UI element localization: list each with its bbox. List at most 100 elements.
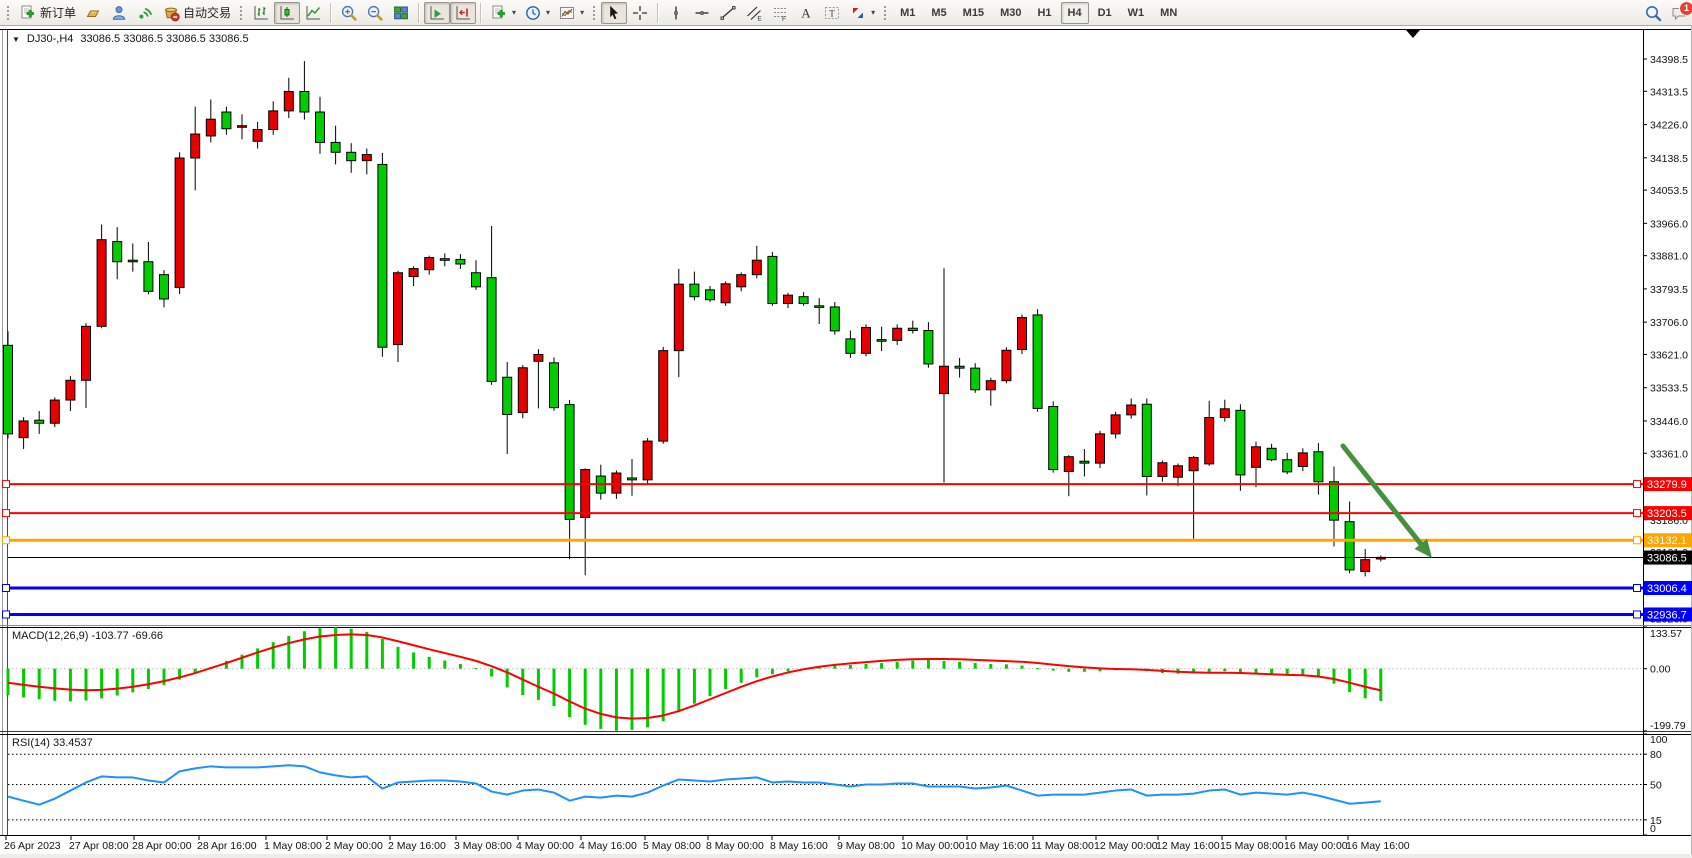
text-button[interactable]: A [793, 2, 819, 24]
line-handle[interactable] [1633, 610, 1641, 619]
line-handle[interactable] [2, 509, 10, 518]
timeframe-w1-button[interactable]: W1 [1127, 6, 1145, 19]
trendline-button[interactable] [715, 2, 741, 24]
candle-chart-button[interactable] [274, 1, 301, 24]
toolbar-grip[interactable] [883, 3, 889, 22]
timeframe-m30-button[interactable]: M30 [1000, 6, 1022, 19]
macd-bar [396, 646, 400, 669]
candle [174, 152, 185, 295]
arrows-button[interactable]: ▾ [845, 2, 879, 24]
hline-33203.5[interactable]: 33203.5 [2, 506, 1692, 521]
equidistant-channel-button[interactable]: E [741, 2, 767, 24]
timeframe-m1-button[interactable]: M1 [900, 6, 916, 19]
market-button[interactable] [80, 2, 106, 24]
candle [658, 346, 669, 444]
hline-33006.4[interactable]: 33006.4 [2, 580, 1692, 595]
hline-33086.5[interactable]: 33086.5 [8, 550, 1692, 565]
timeframe-m5-button[interactable]: M5 [931, 6, 947, 19]
timeframe-mn-button[interactable]: MN [1160, 6, 1178, 19]
panel-splitter-rsi[interactable] [0, 730, 1692, 734]
trend-arrow[interactable] [1340, 443, 1432, 558]
text-label-button[interactable]: T [819, 2, 845, 24]
search-button[interactable] [1640, 2, 1666, 24]
zoom-out-button[interactable] [362, 2, 388, 24]
macd-bar [724, 668, 728, 689]
macd-bar [1285, 668, 1289, 676]
chart-shift-button[interactable] [450, 1, 477, 24]
macd-bar [958, 661, 962, 669]
candle [845, 330, 856, 358]
hline-32936.7[interactable]: 32936.7 [2, 607, 1692, 622]
collapse-icon[interactable]: ▼ [12, 34, 20, 44]
timeframe-m15-button[interactable]: M15 [962, 6, 985, 19]
chart-symbol-period: DJ30-,H4 [26, 33, 74, 45]
candle [1141, 398, 1152, 496]
price-tag-label: 33203.5 [1647, 508, 1687, 520]
timeframe-h1-button[interactable]: H1 [1037, 6, 1052, 19]
toolbar-grip[interactable] [592, 3, 598, 22]
fibonacci-button[interactable]: F [767, 2, 793, 24]
crosshair-button[interactable] [627, 2, 653, 24]
toolbar-grip[interactable] [239, 3, 245, 22]
new-order-button[interactable]: 新订单 [15, 2, 80, 24]
line-handle[interactable] [1633, 480, 1641, 489]
candle [190, 106, 201, 191]
periods-list-button[interactable]: ▾ [520, 2, 554, 24]
dropdown-arrow-icon[interactable]: ▾ [512, 8, 517, 17]
auto-scroll-button[interactable] [424, 1, 451, 24]
candle [1001, 347, 1012, 384]
line-chart-button[interactable] [300, 2, 326, 24]
line-handle[interactable] [2, 583, 10, 592]
panel-splitter-macd[interactable] [0, 624, 1692, 628]
community-button[interactable] [106, 2, 132, 24]
templates-button[interactable]: ▾ [554, 2, 588, 24]
shift-icon [454, 4, 472, 22]
macd-bar [614, 668, 618, 731]
line-handle[interactable] [2, 610, 10, 619]
indicators-list-button[interactable]: ▾ [486, 2, 520, 24]
line-handle[interactable] [2, 480, 10, 489]
svg-text:33446.0: 33446.0 [1650, 416, 1688, 428]
chart-top-marker-icon[interactable] [1406, 30, 1420, 38]
candle [283, 77, 294, 119]
candle [549, 357, 559, 411]
tile-windows-button[interactable] [388, 2, 414, 24]
toolbar-grip[interactable] [6, 3, 11, 22]
svg-text:4 May 00:00: 4 May 00:00 [516, 840, 574, 852]
candle [673, 268, 684, 378]
candle [1204, 400, 1215, 466]
dropdown-arrow-icon[interactable]: ▾ [871, 8, 876, 17]
signals-button[interactable] [132, 2, 158, 24]
zoom-in-button[interactable] [336, 2, 362, 24]
macd-bar [1098, 668, 1102, 672]
line-handle[interactable] [1633, 536, 1641, 545]
svg-text:33621.0: 33621.0 [1650, 349, 1688, 361]
macd-bar [677, 668, 681, 713]
dropdown-arrow-icon[interactable]: ▾ [580, 8, 585, 17]
auto-trading-button[interactable]: 自动交易 [158, 2, 235, 24]
candle [346, 143, 357, 173]
candle [34, 411, 45, 434]
dropdown-arrow-icon[interactable]: ▾ [546, 8, 551, 17]
bar-chart-button[interactable] [248, 2, 274, 24]
horizontal-line-button[interactable] [689, 2, 715, 24]
zoom-in-icon [340, 4, 358, 22]
line-handle[interactable] [1633, 509, 1641, 518]
timeframe-d1-button[interactable]: D1 [1097, 6, 1112, 19]
macd-bar [458, 663, 462, 669]
svg-text:10 May 00:00: 10 May 00:00 [901, 840, 965, 852]
svg-text:-199.79: -199.79 [1650, 720, 1686, 732]
macd-bar [755, 668, 759, 678]
cursor-button[interactable] [601, 1, 628, 24]
notifications-button[interactable]: 1 [1666, 0, 1692, 24]
hline-33279.9[interactable]: 33279.9 [2, 477, 1692, 492]
timeframe-h4-button[interactable]: H4 [1060, 1, 1089, 24]
line-handle[interactable] [1633, 583, 1641, 592]
chart-title: ▼ DJ30-,H4 33086.5 33086.5 33086.5 33086… [12, 33, 249, 45]
line-handle[interactable] [2, 536, 10, 545]
time-axis[interactable]: 26 Apr 2023 27 Apr 08:00 28 Apr 00:00 28 Ap… [4, 836, 1410, 852]
vertical-line-button[interactable] [663, 2, 689, 24]
hline-33132.1[interactable]: 33132.1 [2, 533, 1692, 548]
gold-bar-icon [84, 4, 102, 22]
